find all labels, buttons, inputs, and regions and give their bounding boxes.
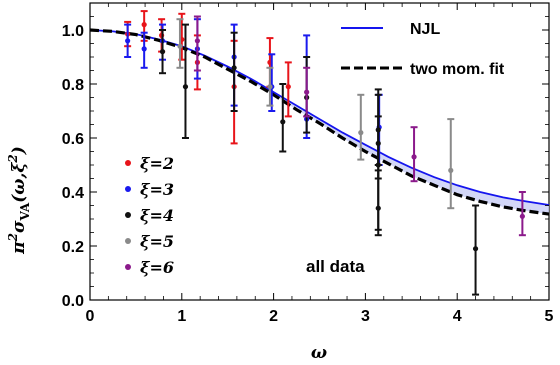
legend-label: ξ=6	[140, 258, 174, 277]
data-point	[194, 38, 201, 44]
legend-marker	[125, 160, 131, 166]
data-point	[141, 22, 147, 28]
legend-njl-label: NJL	[410, 21, 440, 38]
y-tick-label: 1.0	[62, 23, 84, 40]
series-legend: ξ=2 ξ=3 ξ=4 ξ=5 ξ=6	[125, 154, 174, 277]
legend-label: ξ=3	[140, 180, 174, 199]
legend-marker	[125, 264, 131, 270]
data-point	[519, 213, 525, 219]
y-tick-label: 0.8	[62, 77, 84, 94]
data-point	[231, 65, 237, 71]
axis-ticks: 0 1 2 3 4 5 0.0 0.2 0.4 0.6 0.8 1.0	[62, 3, 554, 325]
data-point	[280, 119, 286, 125]
data-point	[375, 127, 381, 133]
y-tick-label: 0.0	[62, 293, 84, 310]
x-tick-label: 5	[545, 308, 554, 325]
fit-curve	[89, 28, 550, 216]
legend-marker	[125, 238, 131, 244]
model-curves	[89, 28, 550, 216]
data-points	[124, 10, 526, 296]
data-point	[304, 89, 310, 95]
legend-marker	[125, 212, 131, 218]
x-tick-label: 0	[86, 308, 95, 325]
legend-label: ξ=4	[140, 206, 174, 225]
data-point	[472, 246, 479, 252]
legend-fit-label: two mom. fit	[410, 61, 505, 78]
x-axis-title: ω	[311, 343, 327, 363]
legend-label: ξ=2	[140, 154, 174, 173]
data-point	[159, 49, 166, 55]
njl-curve	[89, 29, 550, 206]
y-axis-title: π2σVA(ω,ξ2)	[6, 146, 32, 255]
y-tick-label: 0.6	[62, 131, 84, 148]
x-tick-label: 4	[453, 308, 462, 325]
plot-frame	[89, 2, 550, 301]
y-tick-label: 0.4	[62, 185, 84, 202]
data-point	[267, 84, 273, 90]
data-point	[448, 167, 454, 173]
data-point	[285, 84, 291, 90]
annotation-all-data: all data	[306, 257, 365, 276]
data-point	[141, 46, 147, 52]
data-point	[125, 38, 131, 44]
x-tick-label: 3	[361, 308, 370, 325]
x-tick-label: 2	[269, 308, 278, 325]
data-point	[411, 154, 417, 160]
data-point	[375, 205, 381, 211]
legend-marker	[125, 186, 131, 192]
data-point	[177, 43, 183, 49]
plot-border	[89, 2, 550, 301]
y-tick-label: 0.2	[62, 239, 84, 256]
data-point	[182, 84, 189, 90]
x-tick-label: 1	[177, 308, 186, 325]
data-point	[358, 130, 364, 136]
legend-label: ξ=5	[140, 232, 174, 251]
curve-legend: NJL two mom. fit	[341, 21, 505, 78]
